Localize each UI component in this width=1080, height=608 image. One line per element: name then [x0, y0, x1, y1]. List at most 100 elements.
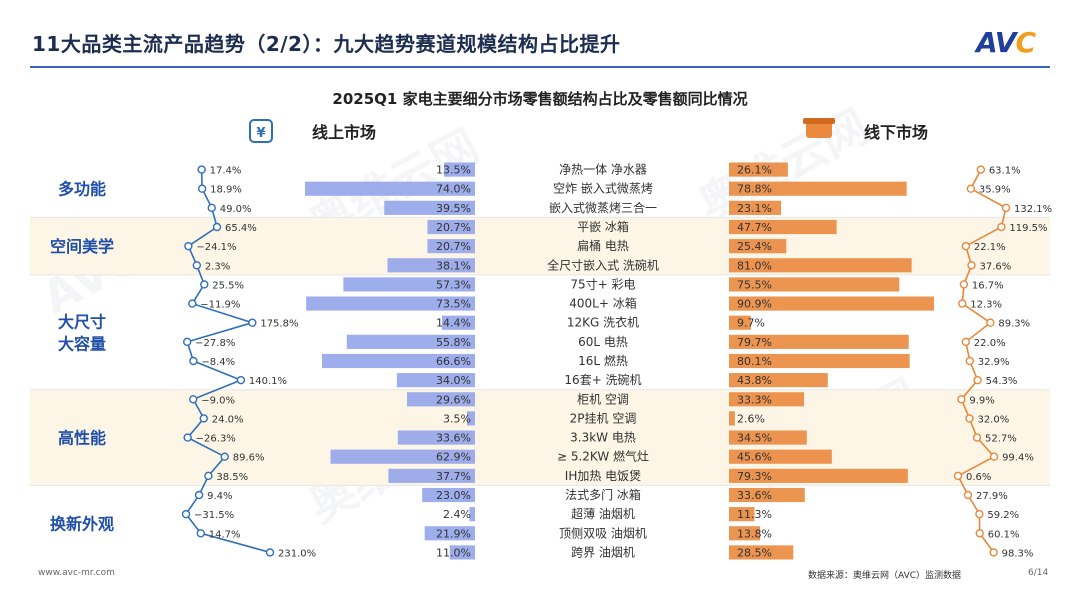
- online-yoy-label: 24.0%: [212, 414, 244, 425]
- category-label: 400L+ 冰箱: [569, 296, 636, 311]
- online-bar-label: 21.9%: [436, 527, 471, 540]
- online-yoy-point: [220, 452, 229, 461]
- online-bar-label: 13.5%: [436, 164, 471, 177]
- offline-bar: [729, 219, 837, 235]
- online-yoy-label: −27.8%: [195, 338, 235, 349]
- online-market-header: 线上市场: [312, 123, 376, 142]
- offline-yoy-point: [966, 184, 976, 193]
- offline-bar: [729, 334, 909, 349]
- online-yoy-point: [199, 414, 208, 423]
- offline-bar-label: 43.8%: [737, 374, 772, 387]
- offline-bar: [729, 449, 832, 464]
- offline-yoy-point: [973, 375, 982, 385]
- offline-bar-label: 13.8%: [737, 527, 772, 540]
- online-yoy-point: [194, 490, 204, 500]
- online-yoy-point: [248, 318, 257, 327]
- online-yoy-label: −8.4%: [201, 357, 235, 368]
- offline-yoy-label: 60.1%: [988, 529, 1020, 540]
- online-yoy-label: 25.5%: [212, 280, 244, 291]
- offline-bar: [729, 239, 787, 254]
- online-yoy-label: −31.5%: [194, 510, 234, 521]
- online-yoy-label: 65.4%: [225, 223, 257, 234]
- offline-bar-label: 75.5%: [737, 278, 772, 291]
- offline-yoy-label: 16.7%: [972, 280, 1004, 291]
- category-label: 空炸 嵌入式微蒸烤: [553, 181, 653, 196]
- online-yoy-point: [182, 337, 192, 347]
- offline-yoy-label: 52.7%: [985, 434, 1017, 445]
- online-yoy-label: 140.1%: [249, 376, 287, 387]
- category-label: 超薄 油烟机: [571, 506, 635, 521]
- offline-bar-label: 78.8%: [737, 183, 772, 196]
- group-label: 大容量: [58, 334, 106, 353]
- offline-bar-label: 9.7%: [737, 317, 765, 330]
- offline-bar: [729, 411, 735, 426]
- online-bar: [387, 258, 475, 273]
- online-yoy-label: −9.0%: [201, 395, 235, 406]
- category-label: IH加热 电饭煲: [565, 468, 641, 483]
- online-bar: [346, 334, 475, 349]
- offline-yoy-point: [976, 165, 986, 174]
- online-bar: [469, 507, 475, 522]
- offline-bar: [729, 277, 900, 292]
- category-label: 3.3kW 电热: [570, 431, 636, 445]
- category-label: 16套+ 洗碗机: [564, 372, 641, 387]
- online-bar-label: 39.5%: [436, 202, 471, 215]
- offline-yoy-point: [961, 337, 971, 347]
- offline-yoy-label: 27.9%: [976, 491, 1008, 502]
- online-yoy-label: 89.6%: [233, 453, 265, 464]
- offline-bar: [729, 468, 908, 483]
- offline-yoy-point: [989, 452, 999, 461]
- offline-bar-label: 25.4%: [737, 240, 772, 253]
- online-bar: [466, 411, 475, 426]
- online-bar: [330, 449, 475, 464]
- offline-yoy-point: [975, 509, 984, 519]
- online-bar-label: 62.9%: [436, 451, 471, 464]
- offline-yoy-label: 0.6%: [966, 472, 991, 483]
- online-yoy-label: 14.7%: [209, 529, 241, 540]
- offline-bar-label: 81.0%: [737, 259, 772, 272]
- offline-bar: [729, 315, 751, 330]
- offline-bar: [729, 392, 805, 407]
- offline-yoy-point: [972, 433, 982, 442]
- offline-yoy-point: [967, 261, 976, 270]
- offline-yoy-point: [965, 356, 974, 366]
- offline-bar-label: 47.7%: [737, 221, 772, 234]
- online-yoy-point: [212, 222, 222, 232]
- online-yoy-label: −26.3%: [196, 434, 236, 445]
- offline-yoy-point: [959, 280, 969, 289]
- category-label: 平嵌 冰箱: [577, 219, 629, 234]
- category-label: 扁桶 电热: [577, 238, 629, 253]
- online-bar-label: 20.7%: [436, 221, 471, 234]
- title-divider: [30, 66, 1050, 68]
- online-yoy-point: [192, 261, 202, 270]
- offline-yoy-point: [958, 299, 967, 308]
- online-bar: [443, 162, 475, 177]
- offline-market-header: 线下市场: [864, 123, 928, 142]
- offline-bar: [729, 181, 907, 196]
- offline-yoy-label: 54.3%: [986, 376, 1018, 387]
- online-bar-label: 73.5%: [436, 298, 471, 311]
- offline-yoy-label: 32.0%: [977, 414, 1009, 425]
- offline-bar-label: 79.7%: [737, 336, 772, 349]
- offline-bar-label: 11.3%: [737, 508, 772, 521]
- offline-yoy-label: 98.3%: [1002, 548, 1034, 559]
- group-label: 空间美学: [50, 237, 114, 256]
- footer-website: www.avc-mr.com: [38, 568, 115, 578]
- online-bar-label: 57.3%: [436, 278, 471, 291]
- offline-yoy-point: [953, 471, 963, 481]
- offline-yoy-label: 132.1%: [1014, 204, 1052, 215]
- online-bar-label: 11.0%: [436, 546, 471, 559]
- online-yoy-point: [204, 471, 213, 481]
- online-bar: [407, 392, 475, 407]
- online-bar-label: 74.0%: [436, 183, 471, 196]
- online-bar: [424, 526, 475, 541]
- online-yoy-label: 9.4%: [207, 491, 232, 502]
- category-label: 12KG 洗衣机: [567, 315, 639, 330]
- offline-yoy-label: 35.9%: [979, 185, 1011, 196]
- online-yoy-point: [184, 241, 193, 251]
- category-label: 60L 电热: [578, 335, 628, 349]
- offline-yoy-label: 89.3%: [998, 319, 1030, 330]
- category-label: 嵌入式微蒸烤三合一: [549, 200, 657, 215]
- group-label: 多功能: [58, 180, 106, 199]
